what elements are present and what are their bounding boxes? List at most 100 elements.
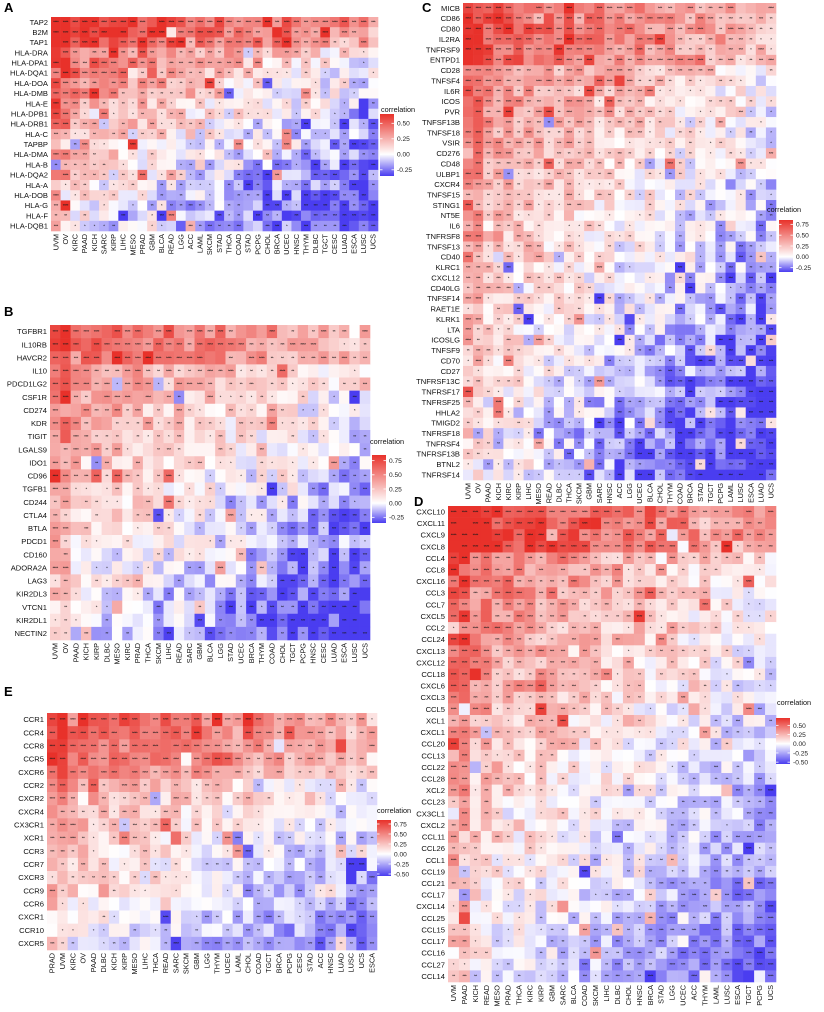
heatmap-cell	[328, 377, 340, 391]
heatmap-cell	[89, 27, 100, 38]
heatmap-cell	[184, 443, 195, 457]
significance-mark: **	[305, 60, 308, 65]
significance-mark: ***	[150, 122, 155, 127]
heatmap-cell	[252, 27, 263, 38]
significance-mark: **	[122, 122, 125, 127]
heatmap-cell	[79, 190, 90, 201]
heatmap-cell	[204, 169, 215, 181]
significance-mark: ***	[304, 183, 309, 188]
heatmap-cell	[705, 158, 716, 170]
significance-mark: ***	[73, 111, 78, 116]
heatmap-cell	[614, 376, 625, 387]
heatmap-cell	[70, 78, 81, 89]
significance-mark: ***	[342, 203, 347, 208]
significance-mark: ****	[597, 265, 603, 270]
heatmap-cell	[329, 180, 340, 191]
significance-mark: ****	[536, 255, 542, 260]
heatmap-cell	[328, 430, 340, 444]
significance-mark: ***	[371, 213, 376, 218]
significance-mark: **	[179, 203, 182, 208]
heatmap-cell	[735, 220, 747, 232]
row-label: IL10	[32, 367, 47, 376]
heatmap-cell	[281, 108, 292, 120]
heatmap-cell	[349, 17, 360, 28]
heatmap-cell	[584, 231, 595, 242]
significance-mark: ****	[627, 6, 633, 11]
heatmap-cell	[142, 521, 154, 536]
column-label: GBM	[147, 234, 156, 251]
heatmap-cell	[725, 137, 736, 149]
significance-mark: ****	[475, 151, 481, 156]
heatmap-cell	[153, 561, 164, 575]
significance-mark: ***	[597, 441, 602, 446]
row-label: CD96	[28, 472, 47, 481]
significance-mark: ***	[769, 400, 774, 405]
heatmap-cell	[153, 495, 164, 510]
heatmap-cell	[137, 190, 148, 201]
heatmap-cell	[60, 98, 71, 110]
heatmap-cell	[594, 397, 605, 408]
heatmap-cell	[127, 17, 138, 28]
heatmap-cell	[147, 88, 158, 99]
heatmap-cell	[256, 574, 268, 588]
heatmap-cell	[185, 47, 196, 59]
heatmap-cell	[156, 210, 167, 222]
heatmap-cell	[233, 180, 244, 191]
significance-mark: **	[237, 152, 240, 157]
heatmap-cell	[358, 88, 369, 99]
significance-mark: ***	[323, 213, 328, 218]
significance-mark: ***	[567, 182, 572, 187]
heatmap-cell	[614, 345, 625, 356]
heatmap-cell	[252, 220, 263, 232]
heatmap-cell	[235, 351, 247, 365]
significance-mark: ***	[648, 452, 653, 457]
column-label: KIRC	[123, 643, 132, 660]
significance-mark: **	[122, 172, 125, 177]
heatmap-cell	[156, 180, 167, 191]
heatmap-cell	[493, 355, 504, 367]
significance-mark: ****	[166, 342, 172, 347]
significance-mark: ****	[111, 50, 117, 55]
significance-mark: ****	[708, 16, 714, 21]
significance-mark: **	[179, 183, 182, 188]
significance-mark: ***	[275, 203, 280, 208]
heatmap-cell	[320, 159, 331, 171]
significance-mark: ***	[342, 223, 347, 228]
heatmap-cell	[329, 37, 340, 48]
heatmap-cell	[543, 231, 555, 242]
heatmap-cell	[328, 482, 340, 496]
significance-mark: ****	[73, 329, 79, 334]
heatmap-cell	[185, 88, 196, 99]
significance-mark: ****	[566, 130, 572, 135]
significance-mark: ****	[465, 89, 471, 94]
significance-mark: ***	[628, 16, 633, 21]
heatmap-cell	[614, 459, 625, 470]
heatmap-cell	[281, 210, 292, 222]
heatmap-cell	[243, 37, 254, 48]
heatmap-cell	[715, 34, 726, 45]
significance-mark: ****	[178, 30, 184, 35]
significance-mark: ***	[769, 431, 774, 436]
significance-mark: ****	[159, 81, 165, 86]
significance-mark: ****	[486, 140, 492, 145]
significance-mark: ****	[607, 6, 613, 11]
heatmap-cell	[194, 535, 206, 549]
heatmap-cell	[735, 117, 747, 128]
heatmap-cell	[195, 129, 206, 140]
significance-mark: ***	[260, 342, 265, 347]
significance-mark: ****	[259, 355, 265, 360]
significance-mark: ****	[52, 460, 58, 465]
heatmap-cell	[320, 180, 331, 191]
heatmap-cell	[277, 325, 288, 339]
significance-mark: ****	[83, 368, 89, 373]
significance-mark: ****	[238, 342, 244, 347]
heatmap-cell	[614, 75, 625, 87]
heatmap-cell	[79, 180, 90, 191]
heatmap-cell	[99, 47, 110, 59]
significance-mark: ***	[265, 193, 270, 198]
significance-mark: ****	[53, 20, 59, 25]
significance-mark: ***	[537, 431, 542, 436]
significance-mark: ***	[698, 452, 703, 457]
significance-mark: ***	[749, 410, 754, 415]
heatmap-cell	[166, 78, 177, 89]
